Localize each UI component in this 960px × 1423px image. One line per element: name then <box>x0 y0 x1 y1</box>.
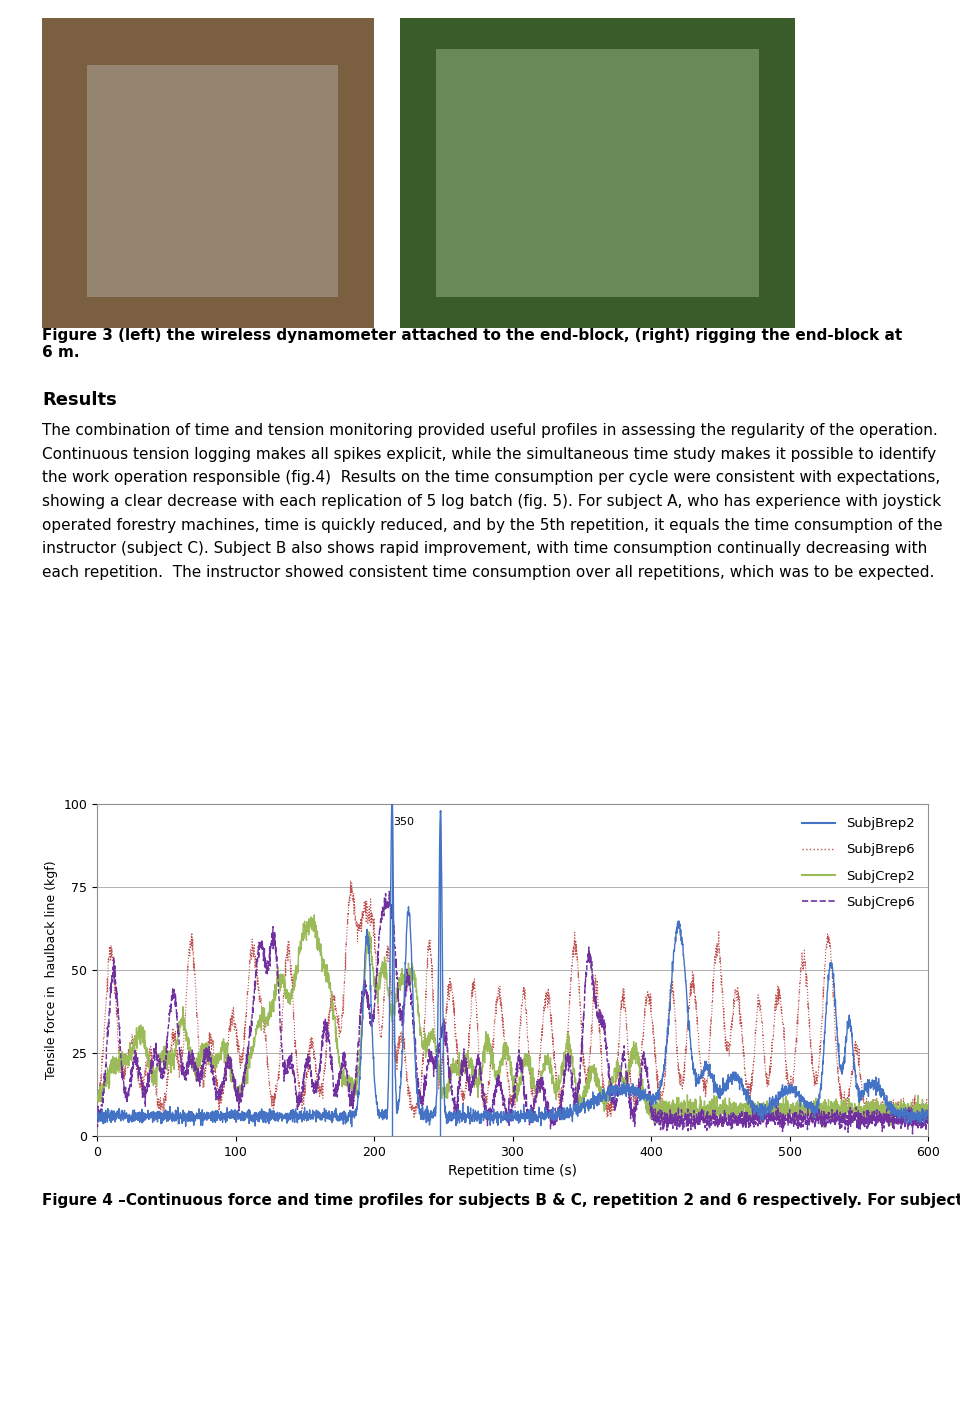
SubjCrep6 <box>594 1002 606 1019</box>
SubjBrep2 <box>346 1118 357 1136</box>
SubjBrep6 <box>844 1089 855 1106</box>
SubjBrep2 <box>269 1109 280 1126</box>
Line: SubjCrep2: SubjCrep2 <box>97 915 928 1127</box>
SubjBrep2 <box>386 795 397 813</box>
SubjBrep2 <box>324 1103 335 1120</box>
SubjBrep2 <box>922 1106 933 1123</box>
Line: SubjBrep6: SubjBrep6 <box>97 881 928 1120</box>
SubjCrep2 <box>308 906 320 924</box>
SubjCrep6 <box>907 1126 919 1143</box>
SubjBrep2 <box>923 1104 934 1121</box>
SubjCrep6 <box>91 1110 103 1127</box>
SubjCrep2 <box>923 1103 934 1120</box>
SubjBrep6 <box>269 1091 280 1109</box>
Bar <box>42 18 373 327</box>
SubjCrep2 <box>922 1106 933 1123</box>
Line: SubjCrep6: SubjCrep6 <box>97 891 928 1134</box>
X-axis label: Repetition time (s): Repetition time (s) <box>448 1164 577 1178</box>
SubjCrep2 <box>609 1063 620 1080</box>
SubjBrep2 <box>91 1101 103 1118</box>
SubjCrep2 <box>324 979 335 996</box>
Bar <box>436 48 758 297</box>
SubjBrep6 <box>923 1096 934 1113</box>
SubjBrep6 <box>872 1111 883 1128</box>
Line: SubjBrep2: SubjBrep2 <box>97 804 928 1127</box>
Bar <box>86 64 338 297</box>
SubjCrep2 <box>269 978 280 995</box>
Legend: SubjBrep2, SubjBrep6, SubjCrep2, SubjCrep6: SubjBrep2, SubjBrep6, SubjCrep2, SubjCre… <box>796 811 922 915</box>
SubjBrep6 <box>594 1025 606 1042</box>
SubjCrep2 <box>819 1118 830 1136</box>
SubjCrep6 <box>844 1116 855 1133</box>
SubjCrep2 <box>594 1086 606 1103</box>
SubjCrep6 <box>384 882 396 899</box>
Text: Results: Results <box>42 391 117 408</box>
SubjBrep2 <box>594 1084 606 1101</box>
SubjCrep6 <box>923 1107 934 1124</box>
SubjBrep6 <box>91 1091 103 1109</box>
Text: The combination of time and tension monitoring provided useful profiles in asses: The combination of time and tension moni… <box>42 423 943 579</box>
Text: Figure 3 (left) the wireless dynamometer attached to the end-block, (right) rigg: Figure 3 (left) the wireless dynamometer… <box>42 327 902 360</box>
SubjCrep6 <box>609 1094 620 1111</box>
Text: 350: 350 <box>394 817 415 827</box>
SubjBrep2 <box>609 1077 620 1094</box>
SubjBrep6 <box>324 1015 335 1032</box>
Y-axis label: Tensile force in  haulback line (kgf): Tensile force in haulback line (kgf) <box>45 861 58 1079</box>
SubjCrep2 <box>91 1093 103 1110</box>
SubjBrep6 <box>609 1080 620 1097</box>
SubjBrep2 <box>844 1012 855 1029</box>
SubjCrep2 <box>844 1094 855 1111</box>
SubjBrep6 <box>345 872 356 889</box>
SubjCrep6 <box>269 936 280 953</box>
SubjCrep6 <box>922 1110 933 1127</box>
Text: Figure 4 –Continuous force and time profiles for subjects B & C, repetition 2 an: Figure 4 –Continuous force and time prof… <box>42 1192 960 1208</box>
Bar <box>400 18 795 327</box>
SubjCrep6 <box>324 1029 335 1046</box>
SubjBrep6 <box>922 1100 933 1117</box>
